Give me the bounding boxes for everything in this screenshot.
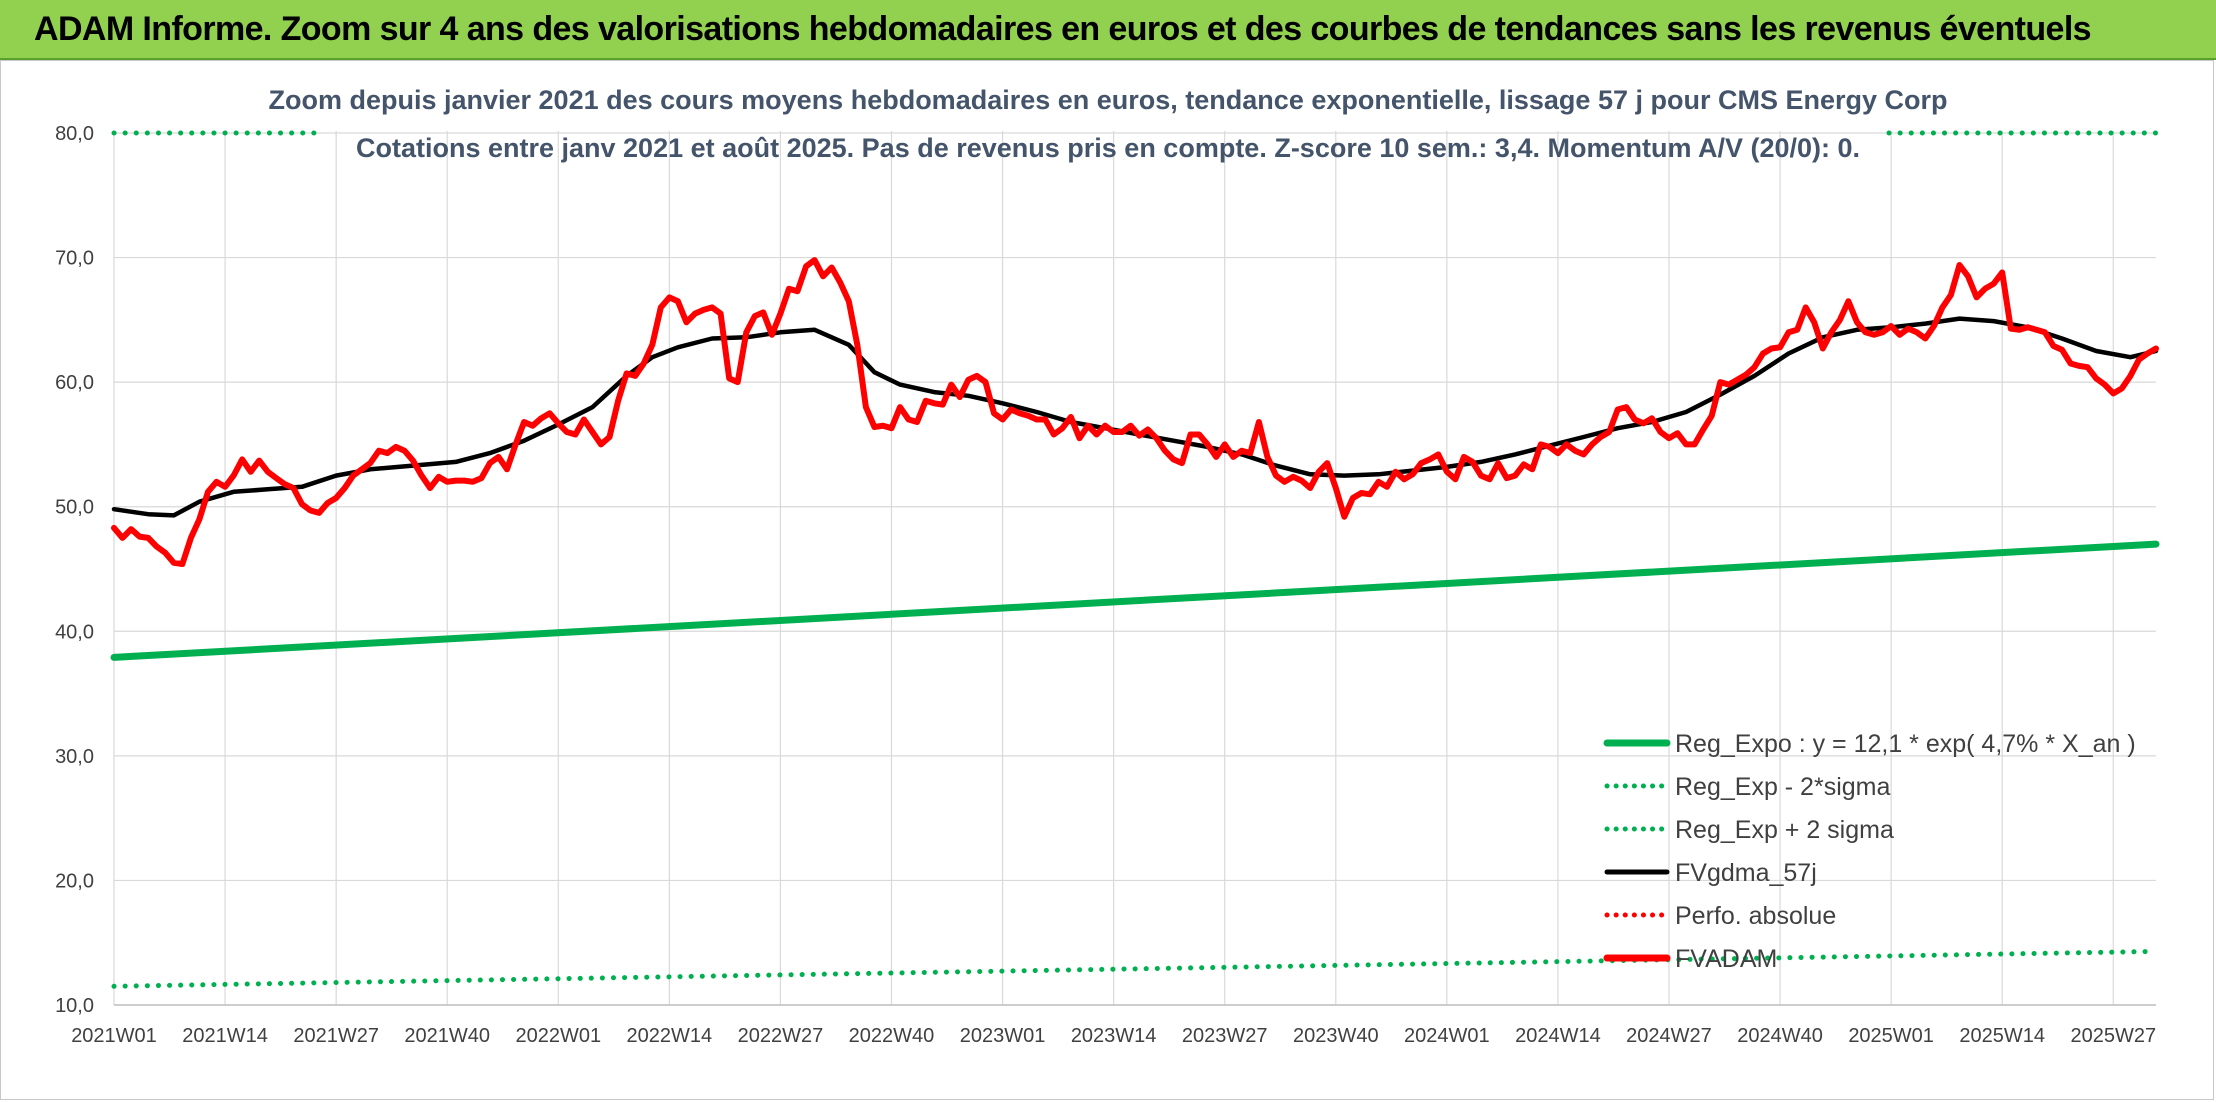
chart-area: 10,0 20,0 30,0 40,0 50,0 60,0 70,0 80,0 2021W01 2… <box>0 60 2214 1100</box>
x-tick-label: 2022W27 <box>738 1025 824 1047</box>
chart-subtitle-line: Cotations entre janv 2021 et août 2025. … <box>356 133 1860 163</box>
x-tick-label: 2024W40 <box>1737 1025 1823 1047</box>
x-tick-label: 2022W40 <box>849 1025 935 1047</box>
y-tick-label: 80,0 <box>55 123 94 145</box>
y-tick-label: 70,0 <box>55 248 94 270</box>
series-line-fvadam <box>111 257 2159 567</box>
x-tick-label: 2025W01 <box>1848 1025 1934 1047</box>
x-tick-label: 2022W01 <box>515 1025 601 1047</box>
legend-label-fvgdma: FVgdma_57j <box>1675 859 1817 887</box>
x-tick-label: 2024W01 <box>1404 1025 1490 1047</box>
report-title: ADAM Informe. Zoom sur 4 ans des valoris… <box>34 10 2092 48</box>
chart-svg: 10,0 20,0 30,0 40,0 50,0 60,0 70,0 80,0 2021W01 2… <box>55 85 2160 1047</box>
legend-label-reg_plus: Reg_Exp + 2 sigma <box>1675 816 1894 844</box>
y-tick-label: 30,0 <box>55 746 94 768</box>
legend-label-reg_minus: Reg_Exp - 2*sigma <box>1675 773 1890 801</box>
grid-lines <box>113 131 2156 1006</box>
chart-subtitle-line: Zoom depuis janvier 2021 des cours moyen… <box>268 85 1947 115</box>
legend-label-fvadam: FVADAM <box>1675 945 1777 973</box>
x-tick-label: 2024W27 <box>1626 1025 1712 1047</box>
legend-label-reg_expo: Reg_Expo : y = 12,1 * exp( 4,7% * X_an ) <box>1675 730 2136 758</box>
report-header: ADAM Informe. Zoom sur 4 ans des valoris… <box>0 0 2216 60</box>
x-tick-label: 2023W01 <box>960 1025 1046 1047</box>
chart-subtitle: Zoom depuis janvier 2021 des cours moyen… <box>268 85 1947 163</box>
x-tick-label: 2021W14 <box>182 1025 268 1047</box>
axis-labels: 10,0 20,0 30,0 40,0 50,0 60,0 70,0 80,0 2021W01 2… <box>55 123 2156 1047</box>
x-tick-label: 2021W40 <box>404 1025 490 1047</box>
x-tick-label: 2025W14 <box>1959 1025 2045 1047</box>
x-tick-label: 2023W40 <box>1293 1025 1379 1047</box>
x-tick-label: 2025W27 <box>2070 1025 2156 1047</box>
series-line-reg_minus <box>111 948 2159 989</box>
y-tick-label: 50,0 <box>55 497 94 519</box>
x-tick-label: 2024W14 <box>1515 1025 1601 1047</box>
y-tick-label: 60,0 <box>55 372 94 394</box>
x-tick-label: 2021W01 <box>71 1025 157 1047</box>
series-line-reg_expo <box>110 540 2160 661</box>
legend-label-perfo: Perfo. absolue <box>1675 902 1836 930</box>
y-tick-label: 20,0 <box>55 870 94 892</box>
series-line-fvgdma <box>111 316 2159 518</box>
x-tick-label: 2023W14 <box>1071 1025 1157 1047</box>
x-tick-label: 2021W27 <box>293 1025 379 1047</box>
y-tick-label: 40,0 <box>55 621 94 643</box>
legend: Reg_Expo : y = 12,1 * exp( 4,7% * X_an )… <box>1603 730 2136 973</box>
x-tick-label: 2023W27 <box>1182 1025 1268 1047</box>
series-lines <box>110 130 2160 989</box>
y-tick-label: 10,0 <box>55 995 94 1017</box>
x-tick-label: 2022W14 <box>627 1025 713 1047</box>
